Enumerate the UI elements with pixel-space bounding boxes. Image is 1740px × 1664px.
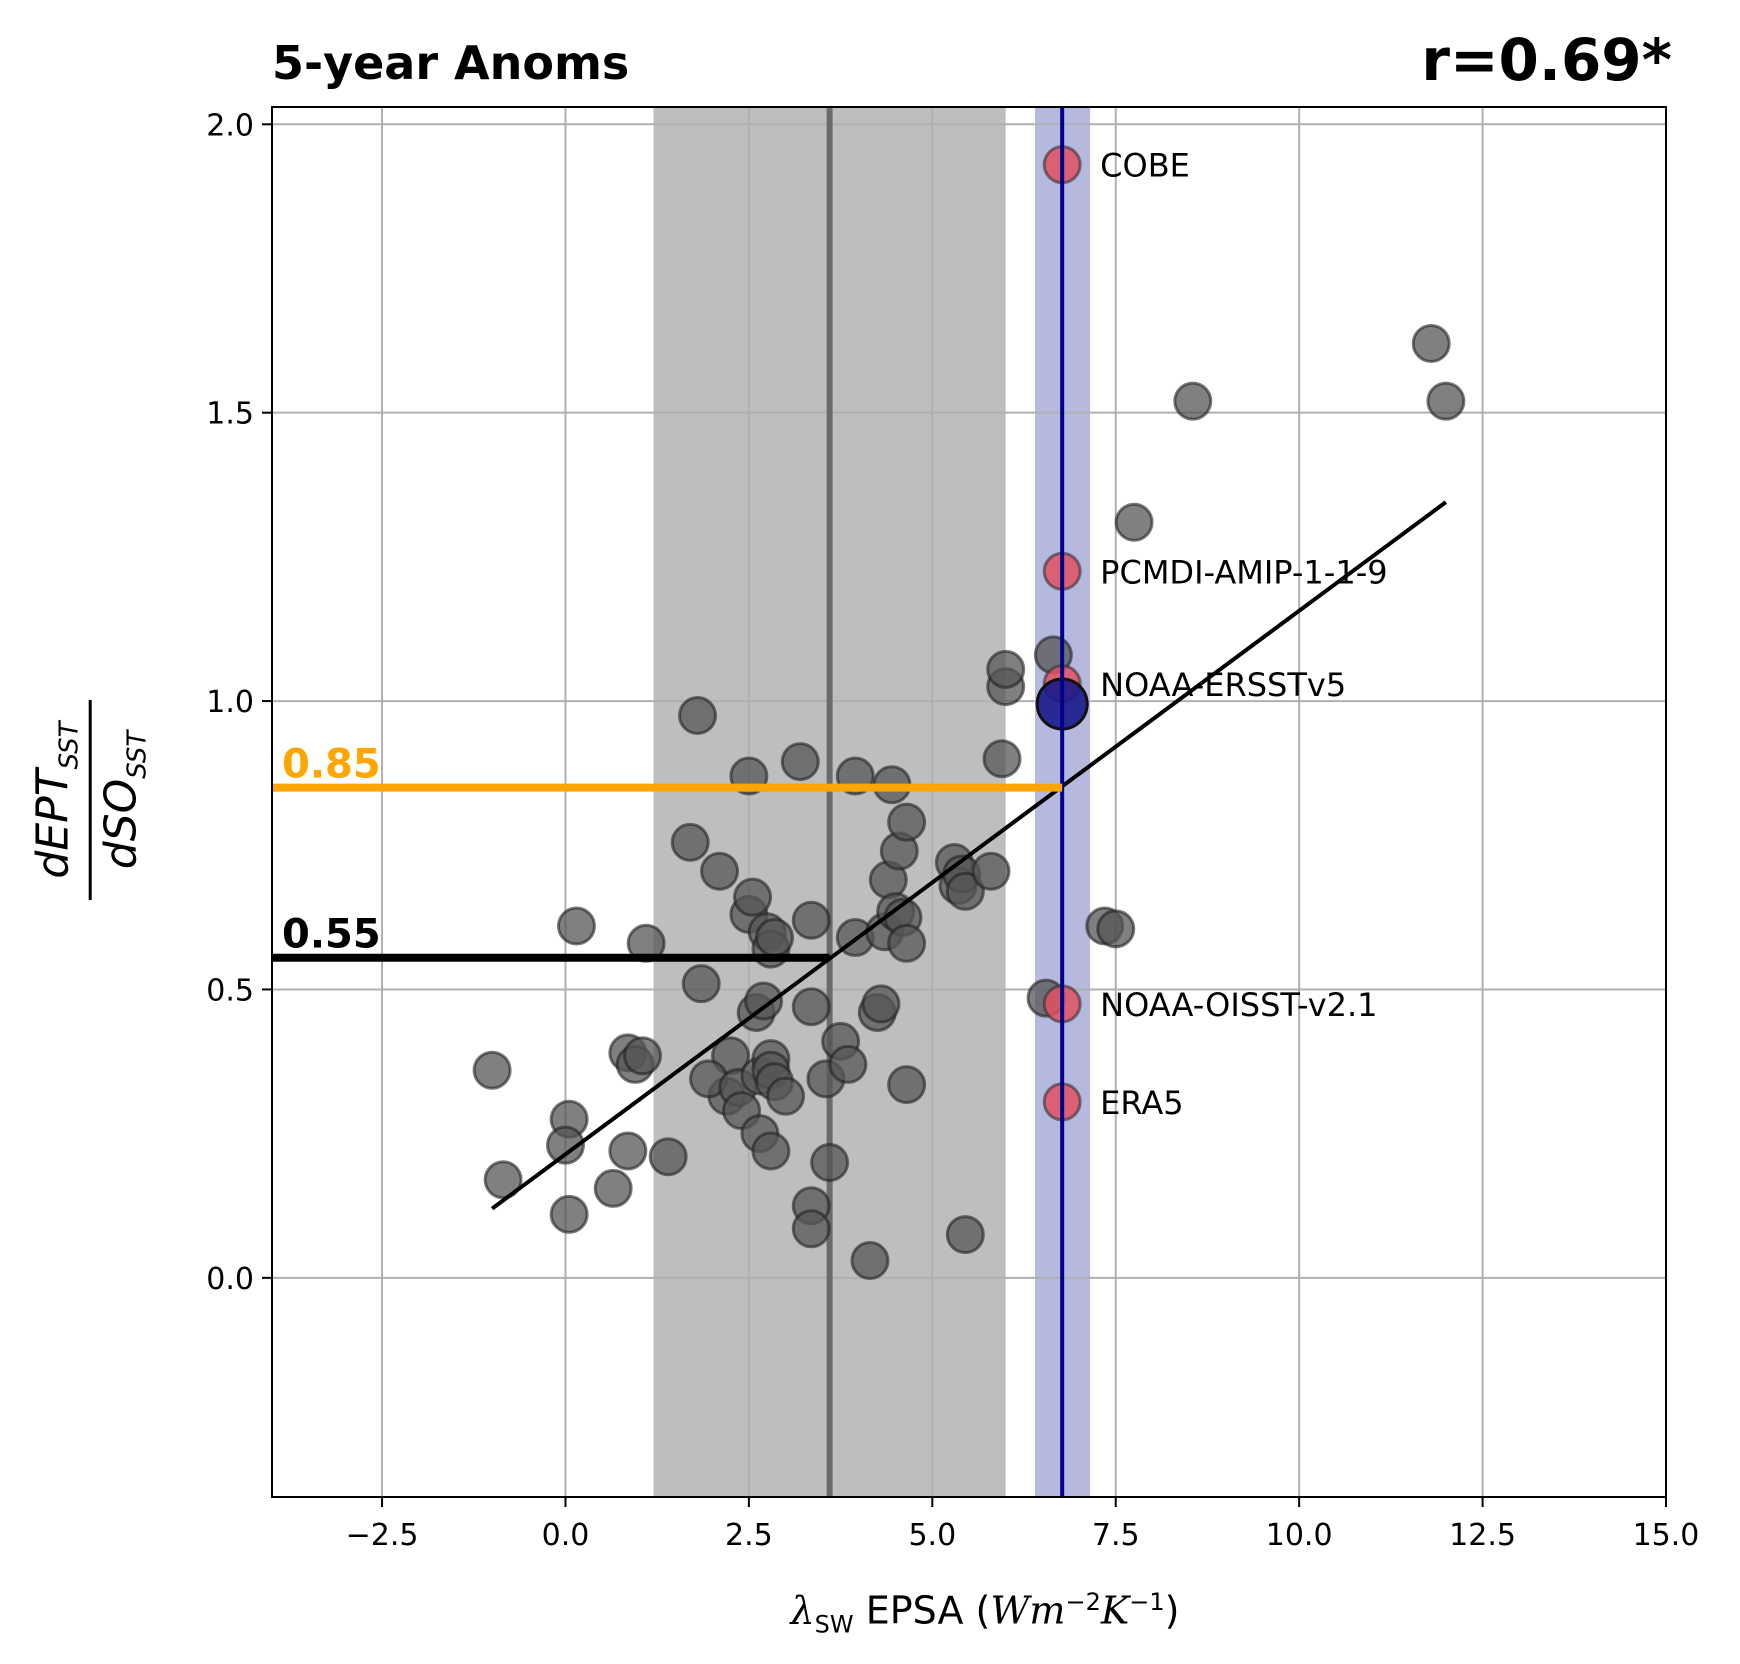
model-point bbox=[986, 649, 1026, 689]
model-point bbox=[608, 1131, 648, 1171]
x-label-unit-close: ) bbox=[1164, 1588, 1180, 1633]
x-tick-label: 7.5 bbox=[1092, 1518, 1140, 1553]
y-axis-label: dEPTSST dSOSST bbox=[27, 680, 153, 920]
model-point bbox=[791, 900, 831, 940]
x-tick-label: 15.0 bbox=[1633, 1518, 1700, 1553]
x-tick-label: 12.5 bbox=[1449, 1518, 1516, 1553]
model-point bbox=[593, 1168, 633, 1208]
x-tick-label: 0.0 bbox=[542, 1518, 590, 1553]
model-point bbox=[791, 1209, 831, 1249]
obs-label: ERA5 bbox=[1100, 1084, 1183, 1122]
model-point bbox=[1411, 323, 1451, 363]
x-tick-label: −2.5 bbox=[346, 1518, 419, 1553]
model-point bbox=[549, 1194, 589, 1234]
model-point bbox=[483, 1160, 523, 1200]
y-tick-label: 2.0 bbox=[206, 108, 254, 143]
model-point bbox=[472, 1050, 512, 1090]
obs-label: NOAA-OISST-v2.1 bbox=[1100, 986, 1377, 1024]
x-tick-label: 10.0 bbox=[1266, 1518, 1333, 1553]
x-label-unit-exp1: −2 bbox=[1065, 1588, 1101, 1616]
model-point bbox=[623, 1036, 663, 1076]
plot-area bbox=[272, 107, 1666, 1497]
model-point bbox=[744, 981, 784, 1021]
model-point bbox=[945, 1215, 985, 1255]
x-label-unit-k: K bbox=[1100, 1588, 1130, 1633]
model-point bbox=[1426, 381, 1466, 421]
model-point bbox=[556, 906, 596, 946]
y-tick-label: 1.0 bbox=[206, 685, 254, 720]
obs-label: PCMDI-AMIP-1-1-9 bbox=[1100, 553, 1387, 591]
chart-title: 5-year Anoms bbox=[272, 36, 630, 90]
y-label-numerator-sub: SST bbox=[54, 721, 85, 770]
model-point bbox=[887, 802, 927, 842]
y-label-denominator-sub: SST bbox=[122, 730, 153, 779]
model-point bbox=[1173, 381, 1213, 421]
model-point bbox=[1114, 502, 1154, 542]
model-point bbox=[791, 987, 831, 1027]
model-point bbox=[861, 984, 901, 1024]
y-label-denominator: dSO bbox=[95, 778, 147, 870]
model-point bbox=[670, 822, 710, 862]
model-point bbox=[681, 964, 721, 1004]
x-label-unit-open: ( bbox=[975, 1588, 991, 1633]
model-point bbox=[850, 1241, 890, 1281]
y-tick-label: 0.0 bbox=[206, 1262, 254, 1297]
x-label-symbol: λ bbox=[790, 1588, 815, 1633]
model-point bbox=[733, 877, 773, 917]
model-mean-value-label: 0.55 bbox=[282, 912, 381, 958]
obs-label: COBE bbox=[1100, 147, 1190, 185]
y-tick-label: 0.5 bbox=[206, 973, 254, 1008]
model-point bbox=[678, 695, 718, 735]
model-point bbox=[700, 851, 740, 891]
x-label-text: EPSA bbox=[865, 1588, 964, 1633]
plot-frame bbox=[271, 106, 1667, 1498]
model-point bbox=[1096, 909, 1136, 949]
x-tick-label: 5.0 bbox=[908, 1518, 956, 1553]
x-label-unit-w: Wm bbox=[990, 1588, 1066, 1633]
model-point bbox=[648, 1137, 688, 1177]
obs-constraint-value-label: 0.85 bbox=[282, 742, 381, 788]
x-axis-label: λSW EPSA (Wm−2K−1) bbox=[0, 1588, 1740, 1638]
model-point bbox=[780, 742, 820, 782]
obs-label: NOAA-ERSSTv5 bbox=[1100, 666, 1346, 704]
model-point bbox=[545, 1125, 585, 1165]
model-point bbox=[810, 1142, 850, 1182]
model-point bbox=[982, 739, 1022, 779]
x-label-symbol-sub: SW bbox=[814, 1610, 854, 1639]
model-point bbox=[971, 851, 1011, 891]
model-point bbox=[755, 918, 795, 958]
model-point bbox=[887, 923, 927, 963]
x-label-unit-exp2: −1 bbox=[1129, 1588, 1165, 1616]
x-tick-label: 2.5 bbox=[725, 1518, 773, 1553]
fraction-bar bbox=[88, 700, 92, 900]
model-point bbox=[766, 1076, 806, 1116]
correlation-annotation: r=0.69* bbox=[1421, 26, 1672, 94]
y-tick-label: 1.5 bbox=[206, 397, 254, 432]
model-point bbox=[945, 871, 985, 911]
model-point bbox=[751, 1131, 791, 1171]
model-point bbox=[887, 1065, 927, 1105]
regression-line bbox=[490, 500, 1448, 1211]
model-point bbox=[828, 1044, 868, 1084]
y-label-numerator: dEPT bbox=[27, 769, 79, 879]
